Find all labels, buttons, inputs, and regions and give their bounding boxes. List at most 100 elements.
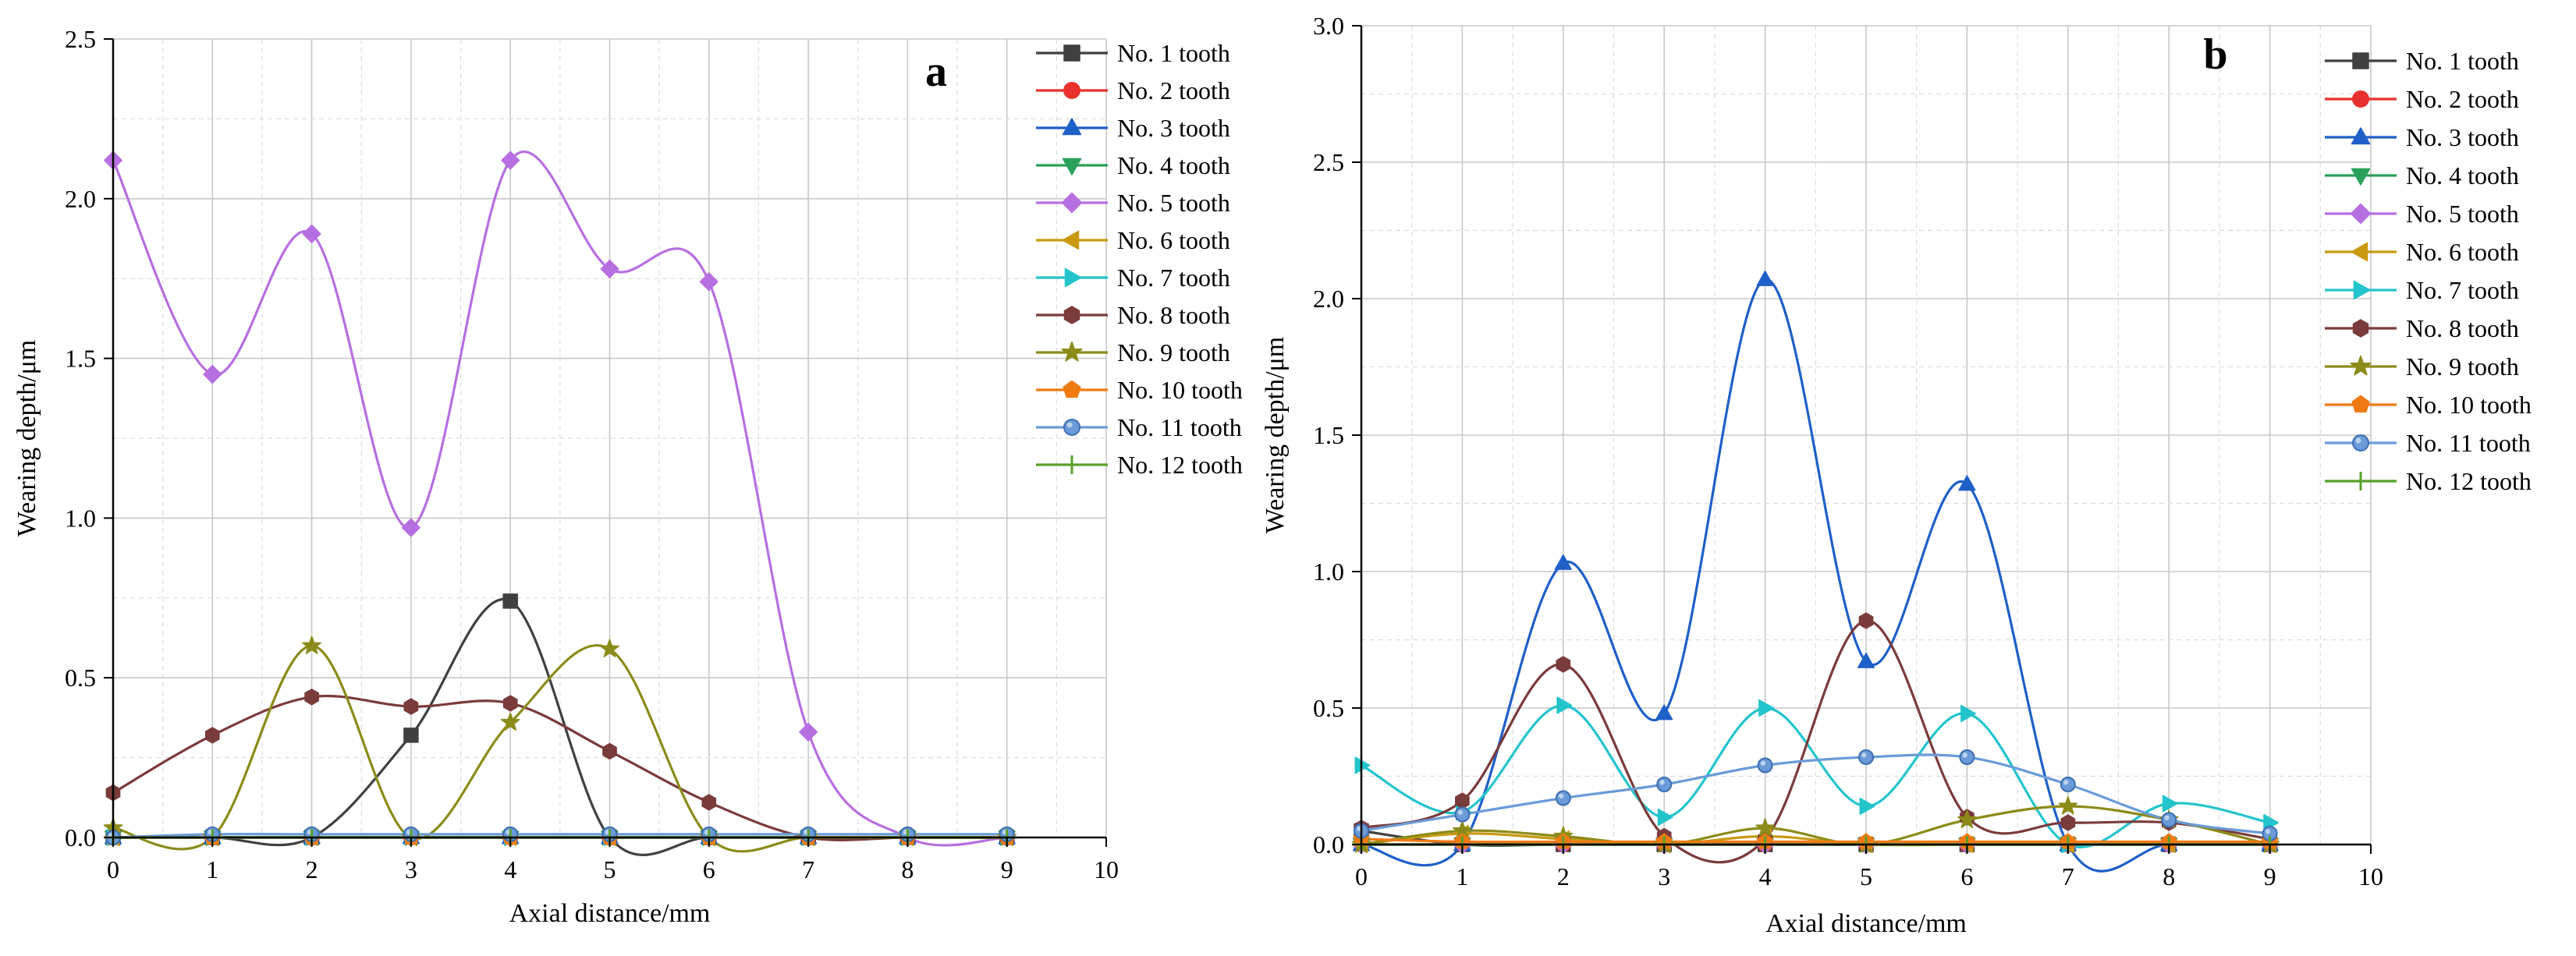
x-tick-label: 1	[1456, 862, 1468, 890]
legend-item: No. 9 tooth	[2325, 352, 2519, 381]
data-point	[600, 639, 619, 657]
data-point	[500, 712, 520, 731]
data-point	[1757, 757, 1773, 774]
data-point-highlight	[2265, 829, 2271, 834]
x-tick-label: 0	[107, 855, 119, 883]
y-tick-label: 2.0	[1313, 285, 1344, 313]
legend-label: No. 4 tooth	[2406, 161, 2519, 189]
y-tick-label: 0.5	[65, 664, 96, 692]
x-tick-label: 5	[604, 855, 616, 883]
data-point	[1655, 704, 1673, 721]
legend-label: No. 3 tooth	[2406, 123, 2519, 151]
legend-marker	[2352, 434, 2369, 451]
legend-marker	[1063, 380, 1081, 398]
data-point	[1958, 475, 1976, 491]
data-point	[1755, 818, 1775, 837]
data-point	[602, 742, 617, 760]
legend-item: No. 6 tooth	[2325, 238, 2519, 266]
legend-item: No. 8 tooth	[1036, 301, 1230, 329]
data-point	[502, 593, 518, 609]
data-point	[1758, 699, 1775, 717]
legend-item: No. 1 tooth	[2325, 47, 2519, 75]
x-tick-label: 8	[901, 855, 914, 883]
y-tick-label: 1.0	[1313, 558, 1344, 586]
legend-item: No. 5 tooth	[1036, 189, 1230, 217]
data-point	[1756, 270, 1774, 286]
data-point	[1657, 808, 1673, 827]
y-tick-label: 2.5	[1313, 148, 1344, 176]
y-tick-label: 0.0	[1313, 830, 1344, 859]
data-point	[502, 695, 518, 712]
x-tick-label: 10	[1094, 855, 1119, 883]
data-point	[1454, 806, 1471, 823]
legend-label: No. 5 tooth	[1117, 189, 1230, 217]
legend-item: No. 1 tooth	[1036, 39, 1230, 67]
legend-label: No. 12 tooth	[1117, 451, 1243, 479]
y-tick-label: 3.0	[1313, 12, 1344, 40]
x-tick-label: 7	[802, 855, 814, 883]
data-point	[1354, 756, 1371, 774]
data-point	[1859, 797, 1875, 816]
x-tick-label: 9	[2264, 862, 2276, 890]
legend-marker	[2351, 168, 2371, 186]
x-tick-label: 3	[1658, 862, 1670, 890]
series-line-8	[1361, 619, 2270, 864]
chart-panel-b: 0 1 2 3 4 5 6 7 8 9 10 0.0 0.5 1.0 1.5 2.0 2.5 3.0 Axial d…	[1261, 12, 2532, 938]
data-point-highlight	[1558, 793, 1564, 798]
legend-marker	[2352, 52, 2369, 69]
data-point	[2060, 814, 2076, 831]
legend-marker	[1063, 306, 1080, 324]
y-tick-label: 2.5	[65, 25, 96, 53]
x-tick-label: 3	[405, 855, 417, 883]
legend-label: No. 2 tooth	[2406, 85, 2519, 113]
legend-item: No. 7 tooth	[1036, 264, 1230, 292]
legend-label: No. 10 tooth	[1117, 376, 1243, 404]
legend-item: No. 11 tooth	[1036, 413, 1242, 441]
data-point-highlight	[1659, 780, 1665, 785]
legend-label: No. 4 tooth	[1117, 151, 1230, 179]
series-line-11	[112, 832, 1007, 839]
series-line-10	[1361, 837, 2270, 844]
legend-marker	[1062, 230, 1080, 250]
legend-item: No. 8 tooth	[2325, 314, 2519, 342]
legend-item: No. 4 tooth	[2325, 161, 2519, 189]
data-point	[1960, 704, 1976, 723]
x-tick-label: 1	[206, 855, 218, 883]
legend-marker	[2351, 395, 2370, 413]
y-axis-label: Wearing depth/μm	[1261, 337, 1290, 533]
x-tick-label: 4	[1759, 862, 1772, 890]
panel-label: a	[925, 48, 947, 96]
x-tick-label: 8	[2163, 862, 2175, 890]
x-tick-label: 9	[1001, 855, 1013, 883]
legend-item: No. 7 tooth	[2325, 276, 2519, 304]
data-point	[501, 150, 520, 170]
y-axis-label: Wearing depth/μm	[12, 340, 41, 536]
data-point	[1555, 790, 1571, 806]
y-tick-label: 2.0	[65, 185, 96, 213]
x-tick-label: 6	[1960, 862, 1973, 890]
data-point	[302, 224, 321, 243]
data-point	[1455, 792, 1470, 809]
legend-marker	[2351, 472, 2370, 490]
series-line-9	[1361, 805, 2270, 846]
legend-item: No. 10 tooth	[1036, 376, 1243, 404]
legend-marker	[1061, 341, 1083, 362]
legend-item: No. 10 tooth	[2325, 391, 2532, 419]
legend-item: No. 9 tooth	[1036, 338, 1230, 366]
y-tick-label: 1.0	[65, 504, 96, 532]
legend-item: No. 4 tooth	[1036, 151, 1230, 179]
legend-marker-highlight	[1066, 422, 1073, 428]
data-point	[401, 518, 420, 537]
legend-label: No. 1 tooth	[2406, 47, 2519, 75]
data-point-highlight	[2063, 780, 2069, 785]
data-point	[1656, 777, 1673, 792]
legend-label: No. 2 tooth	[1117, 76, 1230, 104]
legend-item: No. 11 tooth	[2325, 429, 2531, 457]
data-point	[203, 365, 222, 384]
legend-label: No. 11 tooth	[2406, 429, 2531, 457]
data-point	[302, 636, 321, 654]
y-tick-label: 0.5	[1313, 694, 1344, 722]
data-point	[799, 722, 818, 742]
legend-item: No. 3 tooth	[1036, 114, 1230, 142]
